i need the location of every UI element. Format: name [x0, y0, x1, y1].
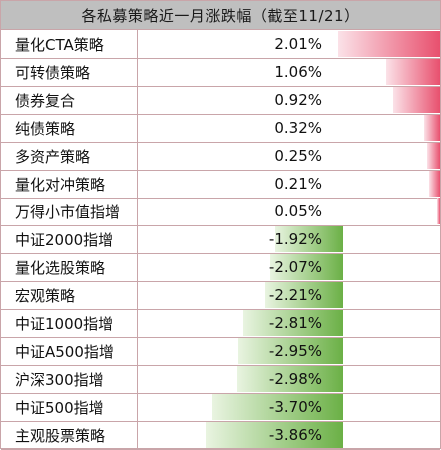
positive-bar — [423, 115, 440, 141]
strategy-name: 多资产策略 — [1, 142, 138, 170]
bar-cell: -3.86% — [138, 421, 440, 449]
bar-cell: -1.92% — [138, 225, 440, 253]
table-row: 多资产策略 0.25% — [1, 142, 440, 171]
table-row: 中证A500指增 -2.95% — [1, 337, 440, 366]
table-row: 债券复合 0.92% — [1, 86, 440, 115]
table-row: 宏观策略 -2.21% — [1, 281, 440, 310]
negative-bar — [211, 394, 343, 420]
strategy-name: 中证2000指增 — [1, 225, 138, 253]
negative-bar — [274, 226, 343, 252]
positive-bar — [437, 198, 440, 224]
strategy-name: 债券复合 — [1, 86, 138, 114]
strategy-name: 中证A500指增 — [1, 337, 138, 365]
value-label: -2.95% — [268, 342, 322, 360]
table-row: 万得小市值指增 0.05% — [1, 197, 440, 226]
bar-cell: 2.01% — [138, 30, 440, 58]
value-label: 0.92% — [274, 91, 322, 109]
strategy-name: 量化选股策略 — [1, 253, 138, 281]
bar-cell: -3.70% — [138, 393, 440, 421]
value-label: 0.25% — [274, 147, 322, 165]
value-label: -2.07% — [268, 258, 322, 276]
value-label: -2.21% — [268, 286, 322, 304]
strategy-name: 纯债策略 — [1, 114, 138, 142]
table-row: 量化对冲策略 0.21% — [1, 170, 440, 199]
strategy-name: 万得小市值指增 — [1, 197, 138, 225]
negative-bar — [269, 254, 343, 280]
value-label: 0.05% — [274, 202, 322, 220]
negative-bar — [206, 422, 343, 448]
table-row: 中证2000指增 -1.92% — [1, 225, 440, 254]
table-row: 量化CTA策略 2.01% — [1, 30, 440, 59]
table-row: 量化选股策略 -2.07% — [1, 253, 440, 282]
bar-cell: 0.05% — [138, 197, 440, 225]
positive-bar — [427, 143, 440, 169]
table-row: 主观股票策略 -3.86% — [1, 421, 440, 450]
value-label: -2.98% — [268, 370, 322, 388]
negative-bar — [238, 338, 343, 364]
bar-cell: 0.32% — [138, 114, 440, 142]
table-row: 沪深300指增 -2.98% — [1, 365, 440, 394]
bar-cell: 0.25% — [138, 142, 440, 170]
bar-cell: -2.21% — [138, 281, 440, 309]
strategy-name: 沪深300指增 — [1, 365, 138, 393]
value-label: 1.06% — [274, 63, 322, 81]
negative-bar — [243, 310, 343, 336]
value-label: -2.81% — [268, 314, 322, 332]
bar-cell: -2.81% — [138, 309, 440, 337]
bar-cell: 0.92% — [138, 86, 440, 114]
value-label: -3.86% — [268, 426, 322, 444]
value-label: -3.70% — [268, 398, 322, 416]
table-row: 中证500指增 -3.70% — [1, 393, 440, 422]
table-row: 中证1000指增 -2.81% — [1, 309, 440, 338]
value-label: 0.21% — [274, 175, 322, 193]
strategy-name: 宏观策略 — [1, 281, 138, 309]
bar-cell: -2.07% — [138, 253, 440, 281]
negative-bar — [264, 282, 343, 308]
table-row: 纯债策略 0.32% — [1, 114, 440, 143]
strategy-name: 中证1000指增 — [1, 309, 138, 337]
table-title: 各私募策略近一月涨跌幅（截至11/21） — [1, 1, 440, 30]
value-label: 2.01% — [274, 35, 322, 53]
bar-cell: -2.95% — [138, 337, 440, 365]
strategy-name: 可转债策略 — [1, 58, 138, 86]
bar-cell: 0.21% — [138, 170, 440, 198]
positive-bar — [338, 31, 440, 57]
value-label: -1.92% — [268, 230, 322, 248]
bar-cell: -2.98% — [138, 365, 440, 393]
strategy-name: 主观股票策略 — [1, 421, 138, 449]
strategy-name: 量化对冲策略 — [1, 170, 138, 198]
value-label: 0.32% — [274, 119, 322, 137]
table-row: 可转债策略 1.06% — [1, 58, 440, 87]
bar-cell: 1.06% — [138, 58, 440, 86]
negative-bar — [237, 366, 343, 392]
strategy-name: 中证500指增 — [1, 393, 138, 421]
positive-bar — [386, 59, 440, 85]
positive-bar — [429, 171, 440, 197]
positive-bar — [393, 87, 440, 113]
strategy-name: 量化CTA策略 — [1, 30, 138, 58]
